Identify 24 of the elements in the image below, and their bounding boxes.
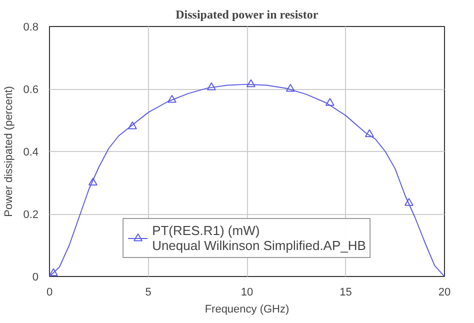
point <box>404 198 414 206</box>
point <box>128 121 137 130</box>
y-axis-title: Power dissipated (percent) <box>3 86 16 217</box>
point <box>286 84 295 92</box>
x-axis-title: Frequency (GHz) <box>204 304 290 316</box>
point <box>364 129 374 138</box>
x-tick-label: 15 <box>340 286 352 298</box>
point <box>325 98 334 106</box>
x-tick-label: 20 <box>438 286 451 298</box>
point <box>88 178 98 186</box>
y-tick-label: 0.6 <box>23 84 39 96</box>
y-tick-label: 0.4 <box>23 146 39 158</box>
point <box>206 82 216 90</box>
y-tick-label: 0.2 <box>23 209 39 221</box>
point <box>246 79 256 88</box>
point <box>167 94 176 103</box>
chart-title: Dissipated power in resistor <box>176 8 319 22</box>
y-tick-label: 0 <box>32 272 39 284</box>
x-tick-label: 0 <box>46 286 53 298</box>
y-tick-label: 0.8 <box>23 22 39 34</box>
legend-label: PT(RES.R1) (mW) Unequal Wilkinson Simplified.AP_HB <box>152 223 366 253</box>
x-tick-label: 10 <box>240 286 254 298</box>
point <box>50 268 58 276</box>
x-tick-label: 5 <box>145 286 152 298</box>
